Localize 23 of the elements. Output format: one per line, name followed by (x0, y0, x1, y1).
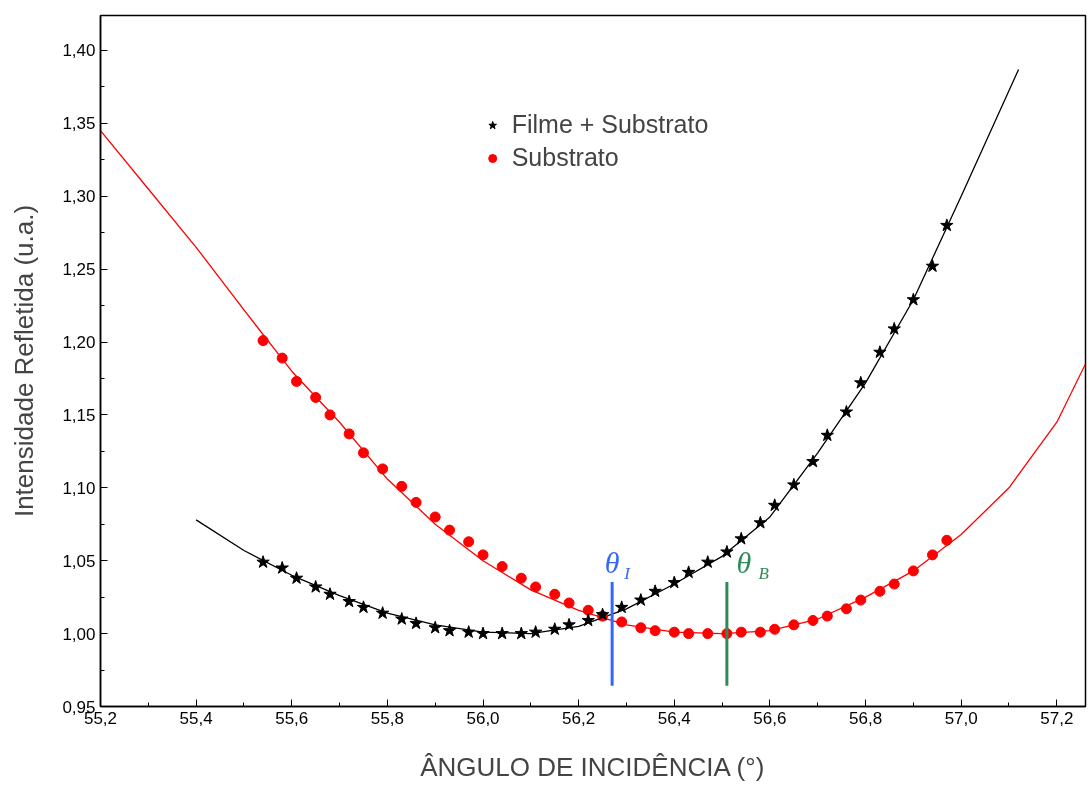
x-tick-label: 56,0 (466, 708, 500, 728)
y-tick-label: 1,40 (62, 41, 96, 61)
x-tick-label: 55,8 (370, 708, 404, 728)
y-tick-label: 1,20 (62, 333, 96, 353)
x-axis-title: ÂNGULO DE INCIDÊNCIA (°) (420, 751, 765, 782)
x-tick-label: 56,6 (753, 708, 787, 728)
y-tick-label: 1,25 (62, 260, 96, 280)
legend-label: Filme + Substrato (511, 110, 709, 139)
x-tick-label: 55,6 (275, 708, 309, 728)
x-tick-label: 55,4 (179, 708, 213, 728)
y-tick-label: 1,00 (62, 624, 96, 644)
y-tick-label: 1,30 (62, 187, 96, 207)
x-tick-label: 57,2 (1040, 708, 1074, 728)
y-tick-label: 1,35 (62, 114, 96, 134)
x-tick-label: 57,0 (944, 708, 978, 728)
x-tick-label: 56,2 (562, 708, 596, 728)
y-tick-label: 1,05 (62, 551, 96, 571)
x-tick-label: 56,8 (849, 708, 883, 728)
legend-label: Substrato (511, 143, 619, 172)
y-tick-label: 1,15 (62, 405, 96, 425)
x-tick-label: 56,4 (657, 708, 691, 728)
y-tick-label: 1,10 (62, 478, 96, 498)
y-axis-title: Intensidade Refletida (u.a.) (9, 204, 40, 518)
